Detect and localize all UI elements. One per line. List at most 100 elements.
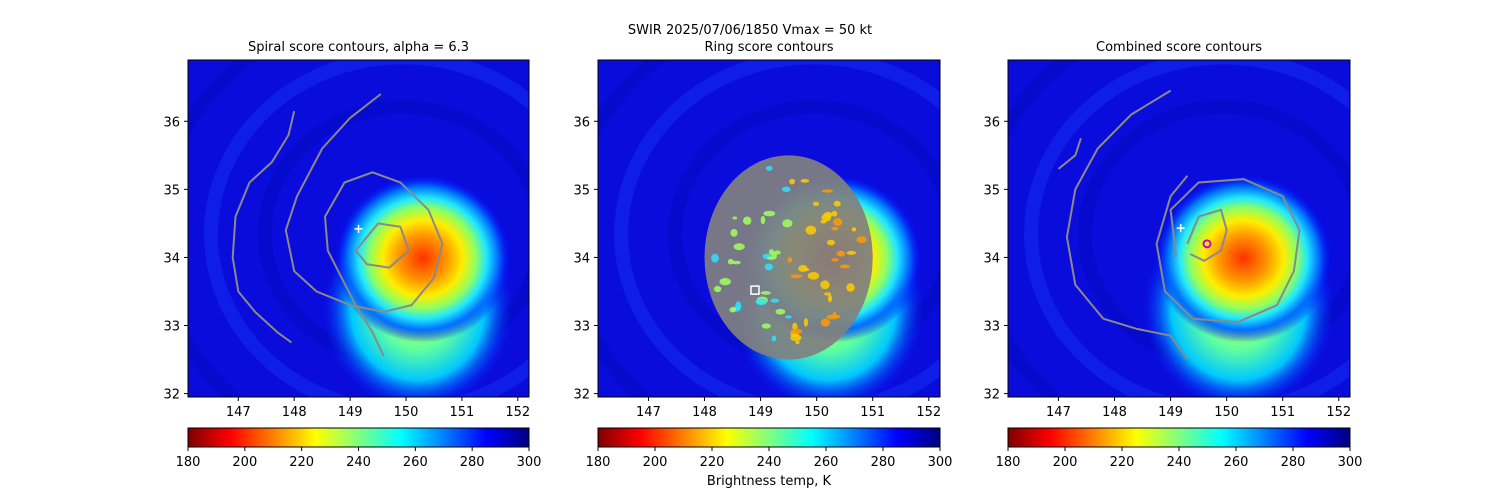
panel-title: Spiral score contours, alpha = 6.3 — [248, 40, 469, 55]
score-contour-3 — [354, 222, 410, 269]
cloud-band — [204, 60, 529, 397]
ring-speckle — [711, 253, 719, 263]
ring-speckle — [763, 210, 776, 217]
panel-title: Combined score contours — [1096, 40, 1262, 55]
ring-speckle — [802, 268, 810, 272]
ring-speckle — [828, 294, 833, 303]
ring-speckle — [846, 250, 857, 255]
colorbar-tick-label: 220 — [1110, 455, 1135, 470]
x-tick-label: 152 — [505, 405, 530, 420]
ring-speckle — [833, 200, 841, 207]
plus-marker — [1176, 224, 1185, 233]
colorbar-tick-label: 200 — [1053, 455, 1078, 470]
colorbar-tick-label: 240 — [757, 455, 782, 470]
y-tick-label: 33 — [163, 320, 180, 335]
panels-group: Spiral score contours, alpha = 6.3 147 148… — [163, 40, 1362, 470]
storm-core — [334, 173, 512, 343]
ring-speckle — [768, 249, 775, 255]
square-marker — [750, 285, 760, 295]
x-tick-label: 148 — [282, 405, 307, 420]
ring-speckle — [761, 323, 771, 329]
ring-speckle — [743, 216, 752, 225]
ring-speckle — [792, 322, 798, 331]
ring-speckle — [733, 243, 745, 251]
ring-speckle — [729, 306, 737, 313]
colorbar — [597, 427, 941, 448]
colorbar-tick-label: 180 — [586, 455, 611, 470]
ring-speckle — [760, 291, 771, 295]
y-tick-label: 36 — [163, 115, 180, 130]
ring-speckle — [836, 250, 846, 257]
ring-speckle — [851, 227, 857, 232]
ring-speckle — [807, 272, 820, 280]
colorbar-tick-label: 240 — [346, 455, 371, 470]
ring-speckle — [731, 260, 741, 265]
colorbar-tick-label: 280 — [1281, 455, 1306, 470]
ring-speckle — [775, 308, 786, 315]
colorbar-tick-label: 180 — [996, 455, 1021, 470]
ring-speckle — [820, 318, 831, 327]
ring-speckle — [803, 317, 809, 327]
x-tick-label: 149 — [338, 405, 363, 420]
ring-speckle — [765, 165, 773, 171]
cloud-band — [1024, 60, 1350, 397]
x-tick-label: 152 — [1326, 405, 1351, 420]
score-contour-1 — [1057, 137, 1082, 170]
x-tick-label: 151 — [860, 405, 885, 420]
axes-frame — [1007, 59, 1351, 398]
ring-speckle — [823, 292, 832, 296]
x-tick-label: 147 — [226, 405, 251, 420]
circle-marker — [1202, 239, 1212, 249]
x-tick-label: 151 — [450, 405, 475, 420]
x-tick-label: 149 — [748, 405, 773, 420]
brightness-image — [1008, 60, 1350, 397]
colorbar-tick-label: 200 — [643, 455, 668, 470]
figure-suptitle: SWIR 2025/07/06/1850 Vmax = 50 kt — [627, 23, 873, 38]
x-tick-label: 150 — [394, 405, 419, 420]
y-tick-label: 34 — [163, 251, 180, 266]
panel-1: Spiral score contours, alpha = 6.3 147 148… — [163, 40, 542, 470]
panel-2: Ring score contours 147 148 149 150 151 152 32 3… — [573, 40, 953, 470]
ring-speckle — [790, 334, 802, 342]
score-contour-3 — [1155, 175, 1301, 324]
ring-speckle — [713, 285, 722, 293]
ring-speckle — [820, 220, 827, 224]
colorbar-tick-label: 280 — [871, 455, 896, 470]
ring-speckle — [821, 189, 834, 193]
axes-frame — [187, 59, 530, 398]
ring-speckle — [805, 225, 817, 235]
y-tick-label: 33 — [573, 320, 590, 335]
score-contour-2 — [1065, 89, 1189, 361]
colorbar-label: Brightness temp, K — [707, 474, 832, 489]
colorbar-tick-label: 260 — [814, 455, 839, 470]
ring-speckle — [732, 216, 738, 220]
axes-frame — [597, 59, 941, 398]
y-tick-label: 32 — [163, 388, 180, 403]
y-tick-label: 33 — [983, 320, 1000, 335]
ring-speckle — [730, 228, 738, 237]
colorbar — [187, 427, 530, 448]
ring-speckle — [719, 278, 731, 286]
colorbar-tick-label: 300 — [517, 455, 542, 470]
y-tick-label: 36 — [983, 115, 1000, 130]
colorbar-tick-label: 260 — [403, 455, 428, 470]
ring-speckle — [787, 257, 793, 263]
score-contour-2 — [284, 93, 444, 357]
y-tick-label: 34 — [983, 251, 1000, 266]
ring-speckle — [839, 264, 851, 269]
ring-speckle — [789, 178, 796, 185]
ring-score-region — [704, 155, 873, 360]
ring-speckle — [782, 219, 793, 228]
ring-speckle — [770, 298, 780, 303]
brightness-image — [598, 60, 940, 397]
colorbar-tick-label: 280 — [460, 455, 485, 470]
ring-speckle — [833, 218, 843, 227]
ring-speckle — [826, 314, 839, 320]
ring-speckle — [831, 258, 839, 262]
y-tick-label: 35 — [983, 183, 1000, 198]
y-tick-label: 35 — [573, 183, 590, 198]
colorbar-tick-label: 300 — [928, 455, 953, 470]
y-tick-label: 35 — [163, 183, 180, 198]
ring-speckle — [795, 340, 800, 345]
